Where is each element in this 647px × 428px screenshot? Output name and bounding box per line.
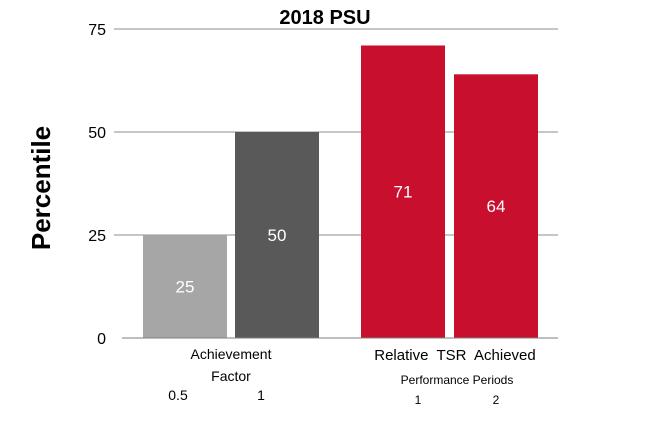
bar-value-label-4: 64 xyxy=(487,197,506,216)
sub-tick-0-5: 0.5 xyxy=(168,387,188,403)
group-label-relative-tsr: Relative TSR Achieved xyxy=(374,347,535,364)
y-tick-label-25: 25 xyxy=(88,228,106,245)
bar-3 xyxy=(361,45,445,338)
y-tick-label-75: 75 xyxy=(88,22,106,39)
bar-1 xyxy=(143,235,227,338)
group-label-performance-periods: Performance Periods xyxy=(401,373,514,387)
sub-tick-1: 1 xyxy=(257,387,265,403)
y-tick-label-50: 50 xyxy=(88,125,106,142)
chart-title: 2018 PSU xyxy=(279,7,370,29)
sub-tick-period-1: 1 xyxy=(415,393,422,407)
y-tick-labels: 0 25 50 75 xyxy=(88,22,106,348)
bars: 25 50 71 64 xyxy=(143,45,538,338)
bar-4 xyxy=(454,74,538,338)
y-axis-label: Percentile xyxy=(26,126,56,250)
bar-value-label-1: 25 xyxy=(176,278,195,297)
group-label-factor: Factor xyxy=(211,368,251,384)
bar-value-label-3: 71 xyxy=(394,183,413,202)
bar-2 xyxy=(235,132,319,338)
bar-value-label-2: 50 xyxy=(268,226,287,245)
sub-tick-period-2: 2 xyxy=(493,393,500,407)
group-label-achievement: Achievement xyxy=(191,346,272,362)
y-tick-label-0: 0 xyxy=(97,331,106,348)
